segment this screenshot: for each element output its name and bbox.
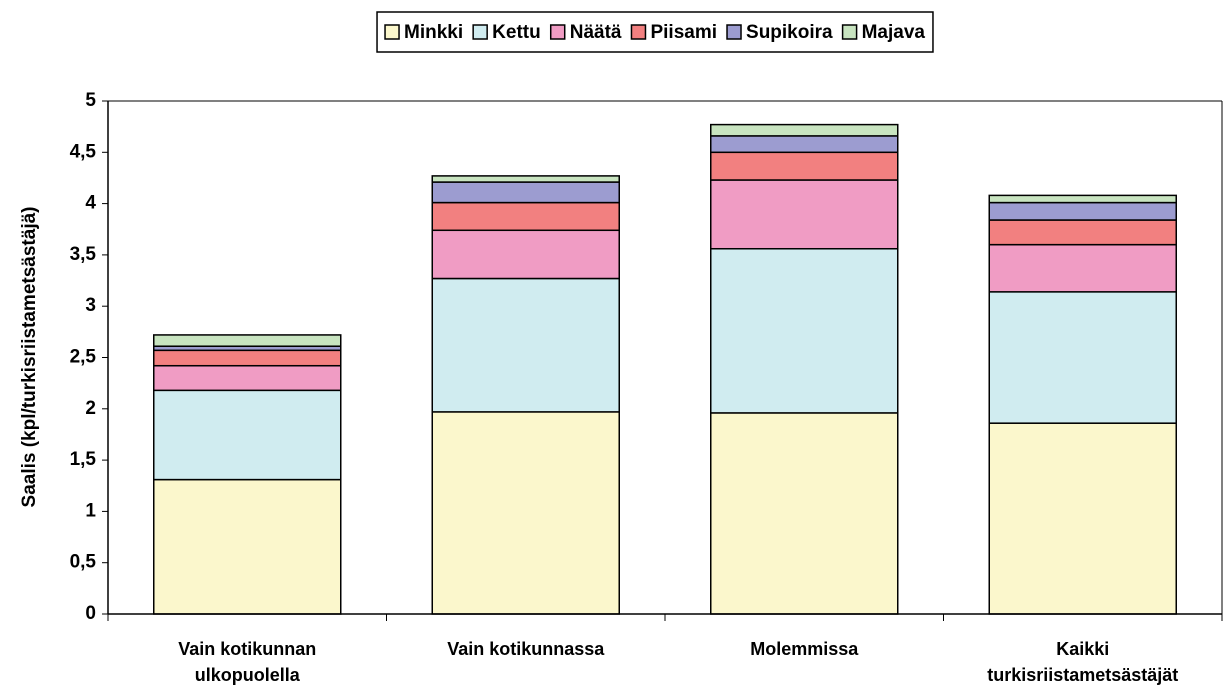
bar-segment bbox=[431, 411, 620, 615]
y-tick-label: 4 bbox=[85, 193, 96, 214]
legend: Minkki Kettu Näätä Piisami Supikoira Majava bbox=[376, 11, 934, 53]
legend-swatch bbox=[472, 24, 488, 40]
legend-label: Piisami bbox=[650, 22, 717, 43]
bar-segment bbox=[710, 412, 899, 615]
x-tick-label: Vain kotikunnassa bbox=[447, 639, 605, 659]
bar-segment bbox=[431, 277, 620, 413]
y-tick-label: 3,5 bbox=[70, 244, 97, 265]
legend-swatch bbox=[549, 24, 566, 40]
bar-segment bbox=[153, 478, 342, 615]
bar-segment bbox=[153, 334, 342, 347]
y-axis-label: Saalis (kpl/turkisriistametsästäjä) bbox=[19, 207, 40, 508]
bar-segment bbox=[988, 194, 1177, 204]
bar-segment bbox=[153, 389, 342, 481]
bar-segment bbox=[988, 291, 1177, 424]
legend-label: Näätä bbox=[570, 22, 622, 43]
bar-segment bbox=[431, 181, 620, 204]
bar-segment bbox=[710, 135, 899, 154]
x-tick-label: Molemmissa bbox=[750, 639, 859, 659]
y-tick-label: 0 bbox=[85, 603, 96, 624]
y-tick-label: 4,5 bbox=[70, 141, 97, 162]
y-tick-label: 2,5 bbox=[70, 347, 97, 368]
legend-label: Minkki bbox=[404, 22, 463, 43]
y-tick-label: 5 bbox=[85, 90, 96, 111]
y-tick-label: 3 bbox=[85, 295, 96, 316]
legend-swatch bbox=[726, 24, 742, 40]
legend-label: Kettu bbox=[492, 22, 541, 43]
legend-label: Supikoira bbox=[746, 22, 833, 43]
x-tick-label: Vain kotikunnan ulkopuolella bbox=[178, 639, 317, 685]
bar-segment bbox=[710, 179, 899, 250]
bar-segment bbox=[710, 151, 899, 181]
y-tick-label: 1,5 bbox=[70, 449, 97, 470]
y-tick-label: 2 bbox=[85, 398, 96, 419]
bar-segment bbox=[988, 219, 1177, 246]
bar-segment bbox=[431, 201, 620, 232]
bar-segment bbox=[710, 123, 899, 137]
bar-segment bbox=[988, 422, 1177, 615]
bar-segment bbox=[988, 243, 1177, 293]
legend-swatch bbox=[841, 24, 858, 40]
bar-segment bbox=[431, 229, 620, 280]
legend-swatch bbox=[630, 24, 647, 40]
x-tick-label: Kaikki turkisriistametsästäjät bbox=[987, 639, 1179, 685]
y-tick-label: 1 bbox=[85, 500, 96, 521]
bar-segment bbox=[710, 247, 899, 414]
bar-segment bbox=[153, 349, 342, 367]
legend-label: Majava bbox=[862, 22, 926, 43]
legend-box bbox=[376, 11, 934, 53]
bar-segment bbox=[988, 201, 1177, 221]
legend-swatch bbox=[384, 24, 400, 40]
bar-segment bbox=[153, 364, 342, 392]
y-tick-label: 0,5 bbox=[70, 552, 97, 573]
bar-segment bbox=[431, 175, 620, 183]
